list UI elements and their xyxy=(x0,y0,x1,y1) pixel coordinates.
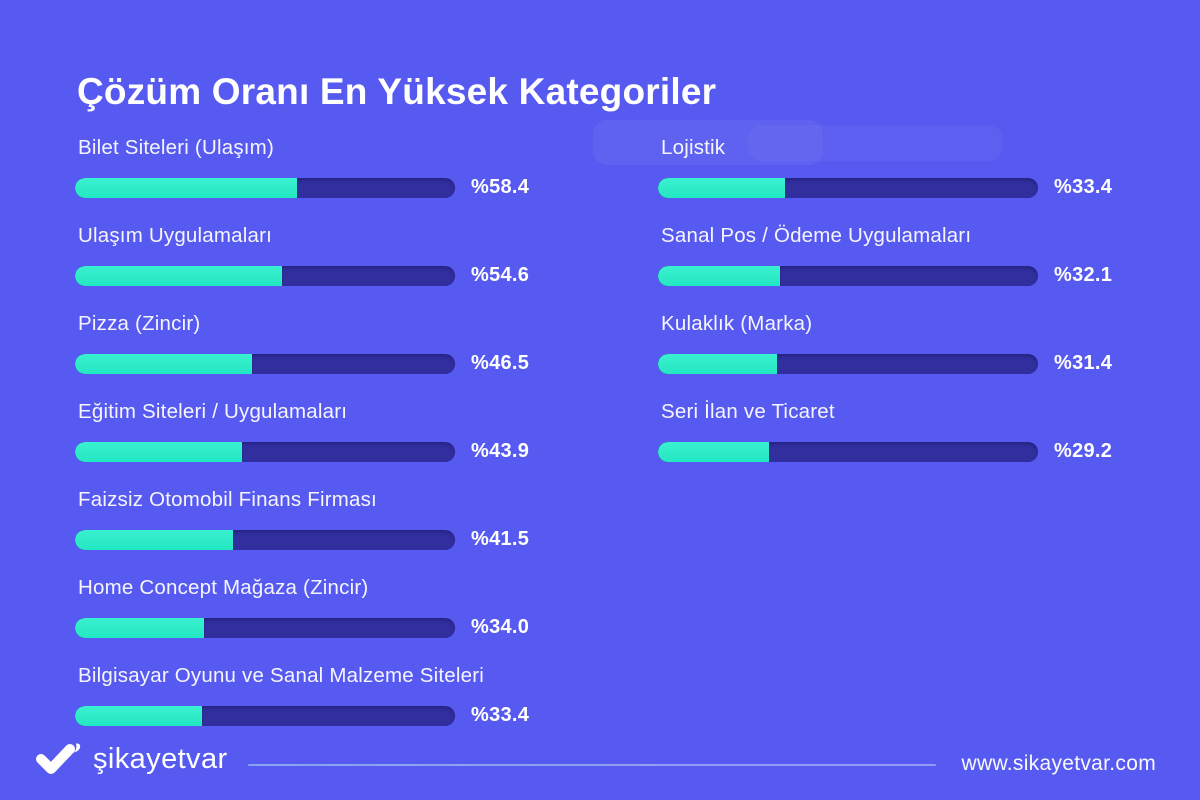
bar-track xyxy=(75,265,455,286)
bar-track xyxy=(75,353,455,374)
bar-line: %41.5 xyxy=(75,528,605,551)
bar-line: %34.0 xyxy=(75,616,605,639)
category-value: %58.4 xyxy=(471,176,530,198)
category-row: Pizza (Zincir) %46.5 xyxy=(75,312,605,375)
bar-fill xyxy=(75,705,202,726)
chart-column-right: Lojistik %33.4 Sanal Pos / Ödeme Uygulamal… xyxy=(658,136,1188,488)
category-value: %46.5 xyxy=(471,352,530,374)
category-row: Faizsiz Otomobil Finans Firması %41.5 xyxy=(75,488,605,551)
bar-track xyxy=(75,617,455,638)
category-label: Eğitim Siteleri / Uygulamaları xyxy=(78,400,348,423)
category-value: %33.4 xyxy=(471,704,530,726)
bar-fill xyxy=(658,177,785,198)
category-label: Seri İlan ve Ticaret xyxy=(661,400,835,423)
bar-line: %33.4 xyxy=(658,176,1188,199)
category-value: %34.0 xyxy=(471,616,530,638)
category-row: Eğitim Siteleri / Uygulamaları %43.9 xyxy=(75,400,605,463)
footer-divider xyxy=(248,764,936,766)
category-value: %33.4 xyxy=(1054,176,1113,198)
bar-track xyxy=(658,441,1038,462)
bar-track xyxy=(75,441,455,462)
bar-fill xyxy=(658,441,769,462)
category-row: Bilgisayar Oyunu ve Sanal Malzeme Sitele… xyxy=(75,664,605,727)
category-value: %41.5 xyxy=(471,528,530,550)
category-row: Lojistik %33.4 xyxy=(658,136,1188,199)
category-row: Home Concept Mağaza (Zincir) %34.0 xyxy=(75,576,605,639)
category-value: %29.2 xyxy=(1054,440,1113,462)
brand-name: şikayetvar xyxy=(93,742,228,775)
bar-line: %46.5 xyxy=(75,352,605,375)
bar-line: %58.4 xyxy=(75,176,605,199)
brand-logo: şikayetvar xyxy=(36,742,228,776)
bar-fill xyxy=(75,529,233,550)
category-value: %31.4 xyxy=(1054,352,1113,374)
chart-column-left: Bilet Siteleri (Ulaşım) %58.4 Ulaşım Uygul… xyxy=(75,136,605,752)
bar-line: %31.4 xyxy=(658,352,1188,375)
bar-fill xyxy=(658,353,778,374)
bar-line: %33.4 xyxy=(75,704,605,727)
bar-line: %29.2 xyxy=(658,440,1188,463)
sikayetvar-swoosh-icon xyxy=(36,742,84,776)
category-label: Faizsiz Otomobil Finans Firması xyxy=(78,488,377,511)
category-row: Sanal Pos / Ödeme Uygulamaları %32.1 xyxy=(658,224,1188,287)
category-row: Seri İlan ve Ticaret %29.2 xyxy=(658,400,1188,463)
bar-track xyxy=(75,177,455,198)
bar-track xyxy=(658,177,1038,198)
bar-track xyxy=(658,265,1038,286)
bar-fill xyxy=(75,617,205,638)
bar-line: %43.9 xyxy=(75,440,605,463)
category-label: Bilet Siteleri (Ulaşım) xyxy=(78,136,274,159)
category-label: Pizza (Zincir) xyxy=(78,312,201,335)
category-label: Home Concept Mağaza (Zincir) xyxy=(78,576,369,599)
bar-fill xyxy=(658,265,780,286)
category-row: Bilet Siteleri (Ulaşım) %58.4 xyxy=(75,136,605,199)
category-label: Kulaklık (Marka) xyxy=(661,312,813,335)
bar-fill xyxy=(75,177,297,198)
bar-fill xyxy=(75,265,283,286)
category-row: Ulaşım Uygulamaları %54.6 xyxy=(75,224,605,287)
category-label: Lojistik xyxy=(661,136,726,159)
bar-line: %54.6 xyxy=(75,264,605,287)
bar-track xyxy=(75,529,455,550)
category-label: Ulaşım Uygulamaları xyxy=(78,224,273,247)
page-title: Çözüm Oranı En Yüksek Kategoriler xyxy=(77,70,717,112)
bar-line: %32.1 xyxy=(658,264,1188,287)
category-row: Kulaklık (Marka) %31.4 xyxy=(658,312,1188,375)
bar-track xyxy=(658,353,1038,374)
category-value: %54.6 xyxy=(471,264,530,286)
bar-fill xyxy=(75,441,242,462)
website-url: www.sikayetvar.com xyxy=(961,752,1156,775)
category-value: %43.9 xyxy=(471,440,530,462)
category-label: Bilgisayar Oyunu ve Sanal Malzeme Sitele… xyxy=(78,664,485,687)
bar-fill xyxy=(75,353,252,374)
category-label: Sanal Pos / Ödeme Uygulamaları xyxy=(661,224,972,247)
bar-track xyxy=(75,705,455,726)
category-value: %32.1 xyxy=(1054,264,1113,286)
